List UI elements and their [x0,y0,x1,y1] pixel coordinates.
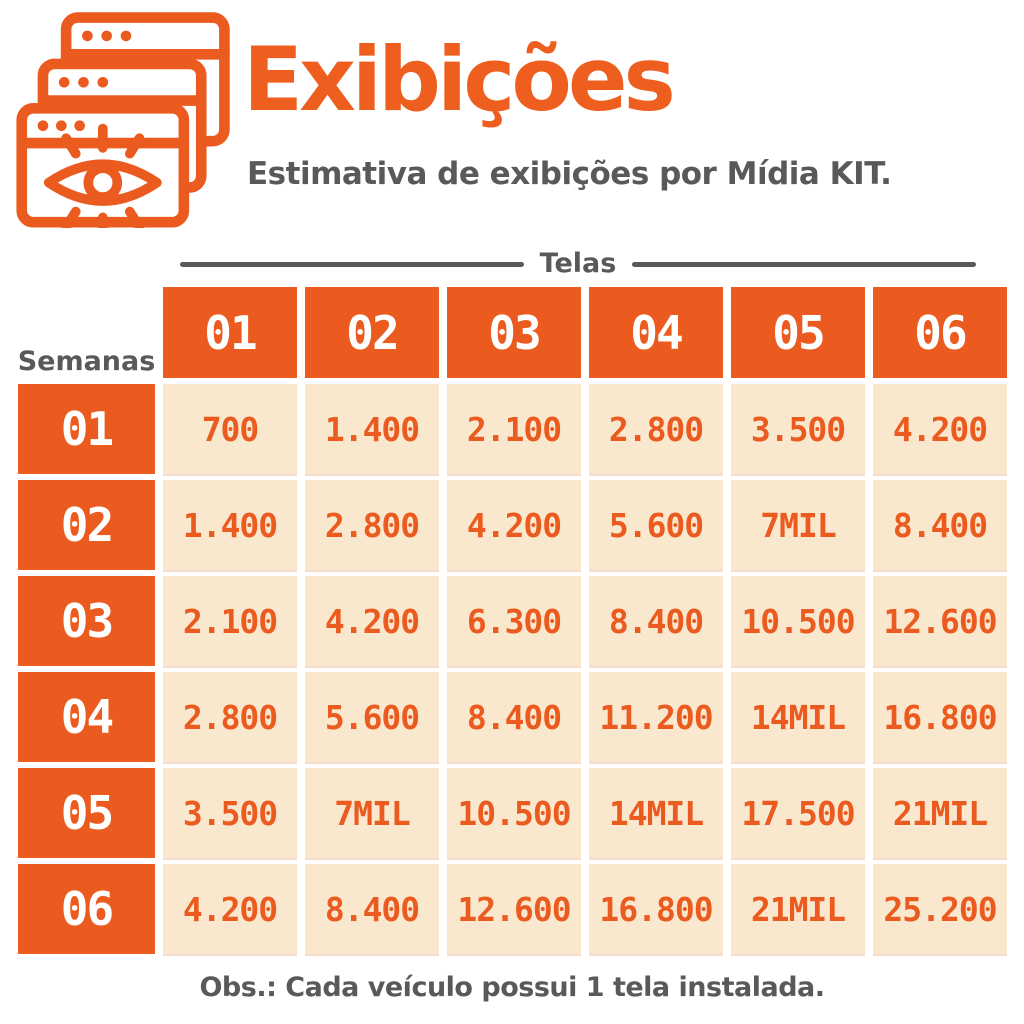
column-header: 05 [731,287,865,378]
table-cell: 25.200 [873,864,1007,954]
table-cell: 10.500 [731,576,865,666]
table-cell: 2.800 [305,480,439,570]
table-cell: 8.400 [305,864,439,954]
footnote: Obs.: Cada veículo possui 1 tela instala… [199,972,825,1003]
table-cell: 17.500 [731,768,865,858]
divider-line-right [632,262,977,267]
table-cell: 7MIL [731,480,865,570]
table-cell: 8.400 [447,672,581,762]
row-header: 01 [18,384,155,474]
table-cell: 11.200 [589,672,723,762]
eye-icon [43,123,162,228]
table-cell: 8.400 [589,576,723,666]
columns-axis-label: Telas [539,248,617,279]
table-cell: 1.400 [163,480,297,570]
table-cell: 4.200 [163,864,297,954]
column-header: 02 [305,287,439,378]
table-cell: 12.600 [873,576,1007,666]
table-cell: 12.600 [447,864,581,954]
table-cell: 700 [163,384,297,474]
table-cell: 5.600 [305,672,439,762]
table-cell: 4.200 [873,384,1007,474]
column-header: 03 [447,287,581,378]
table-cell: 21MIL [873,768,1007,858]
browser-windows-eye-icon [16,12,230,228]
row-header: 04 [18,672,155,762]
column-header: 04 [589,287,723,378]
row-header: 05 [18,768,155,858]
table-cell: 10.500 [447,768,581,858]
column-header: 01 [163,287,297,378]
divider-line-left [180,262,524,267]
page-title: Exibições [243,28,676,131]
table-cell: 14MIL [589,768,723,858]
table-cell: 2.800 [589,384,723,474]
table-cell: 5.600 [589,480,723,570]
exhibitions-table: Semanas 01 02 03 04 05 06 01 700 1.400 2… [18,287,1007,954]
table-cell: 2.100 [163,576,297,666]
row-header: 06 [18,864,155,954]
rows-axis-label: Semanas [17,346,156,377]
row-header: 02 [18,480,155,570]
table-cell: 3.500 [731,384,865,474]
columns-axis-header: Telas [180,248,977,279]
table-cell: 8.400 [873,480,1007,570]
table-cell: 7MIL [305,768,439,858]
table-cell: 2.800 [163,672,297,762]
page-subtitle: Estimativa de exibições por Mídia KIT. [247,156,892,192]
table-cell: 2.100 [447,384,581,474]
table-cell: 1.400 [305,384,439,474]
column-header: 06 [873,287,1007,378]
table-cell: 21MIL [731,864,865,954]
table-cell: 4.200 [305,576,439,666]
table-cell: 4.200 [447,480,581,570]
table-cell: 3.500 [163,768,297,858]
table-cell: 16.800 [873,672,1007,762]
table-cell: 16.800 [589,864,723,954]
row-header: 03 [18,576,155,666]
table-cell: 14MIL [731,672,865,762]
table-cell: 6.300 [447,576,581,666]
